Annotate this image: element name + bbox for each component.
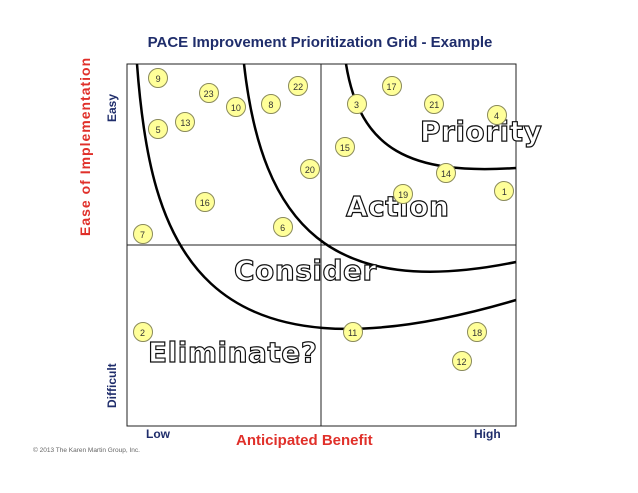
item-23: 23: [198, 82, 219, 103]
item-11: 11: [342, 321, 363, 342]
item-12: 12: [451, 350, 472, 371]
item-20: 20: [299, 158, 320, 179]
copyright-notice: © 2013 The Karen Martin Group, Inc.: [33, 447, 140, 454]
item-8: 8: [260, 93, 281, 114]
x-axis-high-label: High: [474, 427, 501, 441]
item-5: 5: [148, 119, 169, 140]
item-22: 22: [288, 75, 309, 96]
x-axis-low-label: Low: [146, 427, 170, 441]
item-1: 1: [494, 180, 515, 201]
chart-title: PACE Improvement Prioritization Grid - E…: [147, 34, 493, 51]
item-17: 17: [381, 75, 402, 96]
item-16: 16: [194, 191, 215, 212]
item-4: 4: [486, 104, 507, 125]
curve-consider-boundary: [135, 63, 517, 330]
item-9: 9: [148, 68, 169, 89]
zone-label-consider: Consider: [233, 253, 377, 287]
y-axis-low-label: Difficult: [105, 363, 119, 408]
x-axis-title: Anticipated Benefit: [236, 432, 373, 449]
item-6: 6: [272, 216, 293, 237]
item-2: 2: [132, 321, 153, 342]
item-3: 3: [346, 93, 367, 114]
y-axis-high-label: Easy: [105, 93, 119, 122]
item-10: 10: [225, 97, 246, 118]
item-19: 19: [393, 184, 414, 205]
item-21: 21: [424, 93, 445, 114]
curve-action-boundary: [242, 63, 517, 273]
item-18: 18: [467, 321, 488, 342]
curve-priority-boundary: [344, 63, 517, 171]
item-7: 7: [132, 224, 153, 245]
zone-label-priority: Priority: [419, 114, 543, 148]
y-axis-title: Ease of Implementation: [77, 56, 93, 236]
item-15: 15: [334, 137, 355, 158]
zone-label-eliminate: Eliminate?: [147, 335, 318, 369]
item-13: 13: [175, 111, 196, 132]
item-14: 14: [435, 162, 456, 183]
